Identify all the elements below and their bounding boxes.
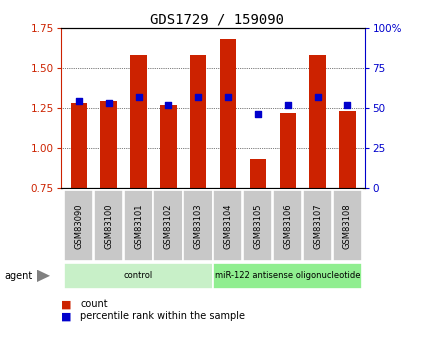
Point xyxy=(164,102,171,107)
Bar xyxy=(190,55,206,188)
Bar xyxy=(70,103,87,188)
Text: GSM83103: GSM83103 xyxy=(193,203,202,249)
Text: agent: agent xyxy=(4,271,33,281)
Bar xyxy=(332,190,361,262)
Bar xyxy=(302,190,331,262)
Bar xyxy=(213,263,362,289)
Text: GDS1729 / 159090: GDS1729 / 159090 xyxy=(150,12,284,26)
Point xyxy=(224,94,231,99)
Point xyxy=(105,100,112,106)
Text: ■: ■ xyxy=(61,312,71,321)
Text: count: count xyxy=(80,299,108,309)
Text: GSM83100: GSM83100 xyxy=(104,203,113,249)
Text: percentile rank within the sample: percentile rank within the sample xyxy=(80,312,245,321)
Bar xyxy=(93,190,123,262)
Text: GSM83102: GSM83102 xyxy=(164,203,172,249)
Bar xyxy=(160,105,176,188)
Text: control: control xyxy=(124,271,153,280)
Text: GSM83104: GSM83104 xyxy=(223,203,232,249)
Bar xyxy=(339,111,355,188)
Bar xyxy=(123,190,152,262)
Point xyxy=(343,102,350,107)
Bar xyxy=(153,190,182,262)
Point xyxy=(75,99,82,104)
Text: GSM83101: GSM83101 xyxy=(134,203,143,249)
Bar xyxy=(64,190,93,262)
Text: GSM83107: GSM83107 xyxy=(312,203,322,249)
Bar xyxy=(243,190,272,262)
Point xyxy=(284,102,291,107)
Bar xyxy=(213,190,242,262)
Bar xyxy=(130,55,146,188)
Point xyxy=(135,94,141,99)
Bar xyxy=(309,55,325,188)
Point xyxy=(194,94,201,99)
Bar xyxy=(100,101,117,188)
Bar xyxy=(64,263,213,289)
Bar xyxy=(249,159,266,188)
Bar xyxy=(183,190,212,262)
Text: miR-122 antisense oligonucleotide: miR-122 antisense oligonucleotide xyxy=(214,271,360,280)
Point xyxy=(313,94,320,99)
Text: GSM83105: GSM83105 xyxy=(253,203,262,249)
Text: GSM83090: GSM83090 xyxy=(74,203,83,249)
Text: GSM83106: GSM83106 xyxy=(283,203,292,249)
Point xyxy=(254,111,261,117)
Text: GSM83108: GSM83108 xyxy=(342,203,351,249)
Bar xyxy=(272,190,302,262)
Text: ■: ■ xyxy=(61,299,71,309)
Polygon shape xyxy=(37,270,50,282)
Bar xyxy=(219,39,236,188)
Bar xyxy=(279,112,295,188)
